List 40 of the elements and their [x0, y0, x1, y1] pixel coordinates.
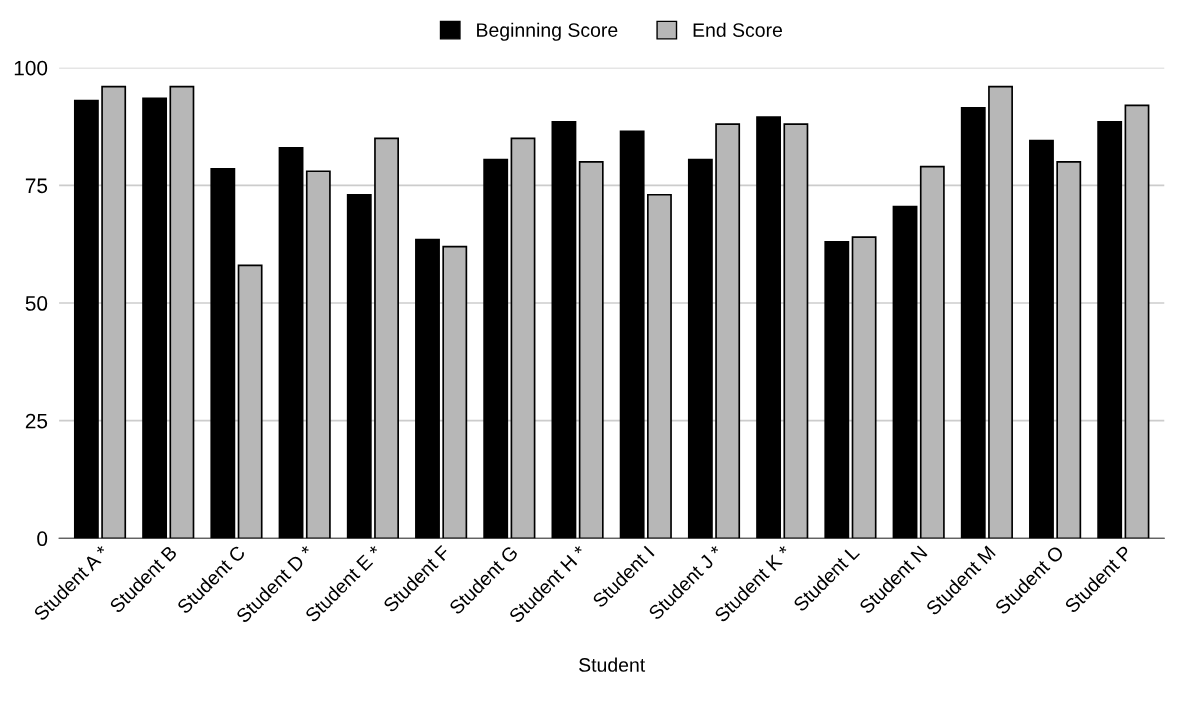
bar [483, 158, 509, 539]
bar [415, 238, 440, 539]
bar [919, 165, 945, 539]
y-tick-label: 0 [37, 531, 48, 547]
bar [715, 123, 741, 539]
bar [783, 123, 809, 539]
legend-label: End Score [693, 22, 783, 37]
bar [346, 193, 372, 539]
bar [851, 236, 877, 539]
y-tick-label: 50 [25, 296, 48, 311]
bar [551, 121, 577, 539]
bar [278, 146, 304, 539]
bar [142, 97, 168, 539]
y-tick-label: 75 [25, 178, 48, 194]
bar [892, 205, 918, 539]
bar [210, 168, 236, 539]
bar [960, 106, 986, 539]
bar [1029, 139, 1054, 539]
y-tick-label: 25 [25, 413, 48, 429]
bar [824, 241, 850, 539]
bar [756, 116, 782, 539]
bar [169, 85, 195, 539]
bar [1097, 121, 1123, 539]
bar [687, 158, 713, 539]
y-tick-label: 100 [14, 60, 48, 76]
bar [305, 170, 331, 539]
bar [237, 264, 263, 539]
bar [647, 193, 672, 539]
bar [1056, 161, 1082, 539]
legend-label: Beginning Score [477, 22, 618, 41]
bar [510, 137, 536, 539]
bar [442, 245, 468, 539]
bar [1124, 104, 1150, 539]
bar [101, 85, 127, 539]
bar [578, 161, 604, 539]
bar [988, 85, 1013, 539]
x-axis-title: Student [579, 657, 646, 672]
bar [619, 130, 645, 539]
bar [73, 99, 99, 539]
bar [374, 137, 399, 539]
